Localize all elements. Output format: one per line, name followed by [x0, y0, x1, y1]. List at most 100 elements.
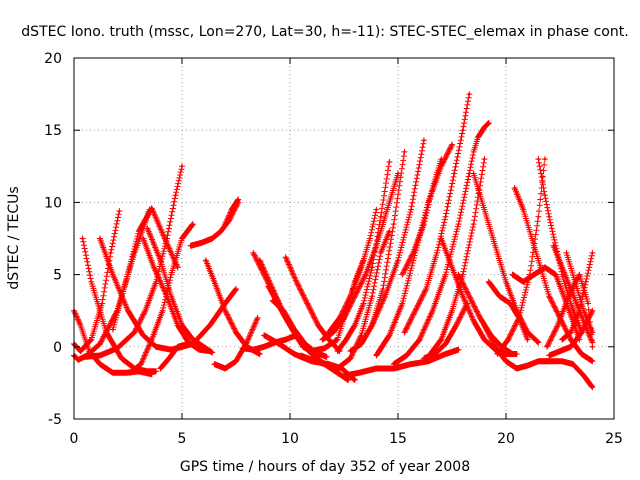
data-point — [409, 208, 413, 211]
data-point — [431, 186, 434, 190]
data-point — [513, 186, 516, 190]
data-point — [174, 194, 177, 197]
data-point — [403, 150, 406, 154]
data-point — [578, 273, 581, 276]
data-point — [327, 338, 331, 341]
data-point — [392, 367, 395, 370]
data-point — [191, 338, 194, 341]
data-point — [258, 259, 261, 262]
data-point — [154, 370, 158, 373]
chart-title: dSTEC Iono. truth (mssc, Lon=270, Lat=30… — [21, 24, 628, 40]
data-point — [388, 160, 391, 164]
y-tick-label: -5 — [48, 412, 62, 428]
y-tick-label: 15 — [44, 123, 62, 139]
data-point — [116, 347, 119, 350]
data-point — [582, 309, 585, 312]
data-point — [208, 323, 212, 327]
data-point — [381, 287, 385, 291]
data-point — [561, 266, 564, 269]
data-point — [256, 316, 259, 320]
data-point — [396, 259, 400, 262]
data-point — [507, 338, 510, 341]
data-point — [422, 222, 426, 226]
data-point — [105, 331, 108, 334]
data-point — [409, 362, 413, 366]
data-series — [211, 314, 261, 372]
data-point — [129, 371, 132, 374]
data-point — [472, 172, 475, 175]
data-point — [468, 92, 471, 96]
data-point — [375, 244, 378, 247]
data-point — [450, 266, 454, 269]
data-point — [347, 378, 350, 382]
data-point — [124, 280, 128, 283]
data-point — [90, 338, 93, 341]
data-point — [573, 280, 577, 283]
data-point — [213, 280, 216, 283]
data-point — [321, 338, 324, 341]
data-point — [504, 360, 508, 363]
data-point — [472, 319, 475, 322]
data-point — [418, 338, 421, 341]
y-tick-label: 5 — [53, 268, 62, 284]
data-point — [144, 309, 147, 312]
data-point — [323, 347, 326, 350]
data-series — [297, 228, 393, 372]
data-point — [342, 316, 346, 320]
data-point — [189, 244, 192, 247]
data-point — [537, 341, 540, 344]
data-point — [511, 273, 514, 276]
data-point — [530, 237, 534, 240]
data-point — [90, 280, 93, 283]
data-series — [157, 340, 192, 372]
data-point — [211, 237, 214, 240]
data-point — [79, 349, 82, 353]
data-point — [431, 309, 434, 312]
data-point — [234, 360, 238, 363]
data-point — [403, 331, 406, 334]
ticks: 0 5 10 15 20 25 -5 0 5 10 15 20 — [44, 51, 623, 447]
data-point — [267, 285, 270, 288]
data-point — [303, 342, 307, 346]
data-point — [167, 357, 171, 360]
data-point — [180, 323, 184, 327]
data-point — [245, 341, 248, 344]
data-point — [483, 157, 486, 161]
data-point — [237, 201, 240, 204]
plot-frame — [73, 57, 615, 420]
data-point — [414, 309, 417, 312]
data-point — [565, 251, 568, 255]
data-point — [146, 370, 149, 373]
data-point — [271, 299, 274, 302]
data-point — [379, 251, 382, 255]
data-point — [165, 295, 169, 298]
data-series — [509, 264, 583, 343]
data-point — [202, 345, 205, 348]
data-point — [252, 348, 255, 351]
data-point — [109, 251, 112, 255]
data-point — [586, 302, 590, 305]
data-point — [444, 273, 447, 276]
x-tick-label: 10 — [281, 431, 299, 447]
data-point — [548, 215, 551, 218]
data-point — [353, 295, 356, 298]
data-point — [224, 309, 227, 312]
data-point — [316, 323, 320, 327]
y-tick-label: 0 — [53, 340, 62, 356]
data-point — [77, 358, 80, 361]
data-point — [539, 266, 542, 269]
data-point — [468, 172, 471, 175]
data-point — [163, 237, 166, 240]
data-point — [150, 338, 153, 341]
data-point — [310, 349, 313, 353]
data-point — [152, 266, 156, 269]
data-point — [386, 208, 389, 211]
data-point — [580, 352, 583, 356]
data-point — [427, 360, 430, 363]
data-point — [154, 280, 158, 283]
data-point — [200, 241, 203, 244]
data-point — [360, 342, 363, 346]
data-point — [278, 342, 281, 346]
data-point — [87, 349, 91, 353]
data-point — [591, 386, 594, 389]
